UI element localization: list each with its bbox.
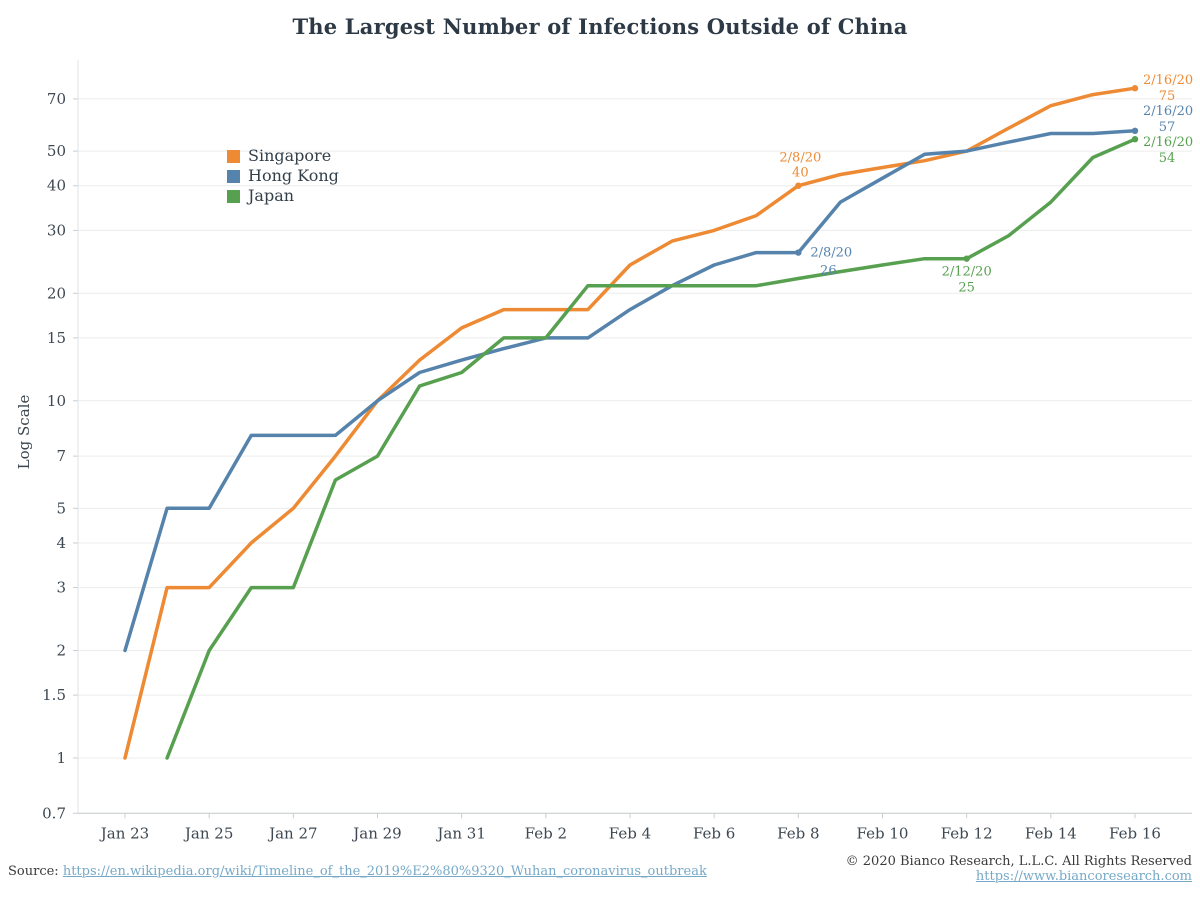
annotation-marker [1131,127,1139,135]
y-tick-label: 40 [47,177,66,195]
annotation-marker [1131,135,1139,143]
x-tick-label: Jan 23 [99,824,149,842]
chart-title: The Largest Number of Infections Outside… [292,14,908,39]
annotation-label: 2/8/20 [779,151,821,166]
annotation-label: 2/8/20 [810,246,852,261]
y-tick-label: 2 [56,641,66,659]
series-line-japan [165,137,1137,760]
x-tick-label: Feb 16 [1109,824,1161,842]
annotation-marker [963,255,970,262]
legend-label: Singapore [248,146,332,165]
x-tick-label: Jan 25 [183,824,233,842]
x-tick-label: Feb 12 [941,824,993,842]
y-tick-label: 1 [56,749,66,767]
annotation-label: 25 [958,281,975,296]
singapore-swatch-icon [227,149,240,163]
y-tick-label: 10 [47,392,66,410]
series-line-hong-kong [123,129,1137,653]
x-tick-label: Jan 27 [267,824,317,842]
x-tick-label: Feb 6 [693,824,735,842]
source-label: Source: [8,864,59,879]
y-tick-label: 0.7 [42,804,66,822]
legend-item-singapore: Singapore [227,146,339,166]
annotation-label: 2/16/20 [1143,104,1193,119]
annotation-marker [795,182,802,189]
annotation-label: 75 [1159,89,1176,104]
y-tick-label: 15 [47,329,66,347]
japan-swatch-icon [227,189,240,203]
annotation-label: 57 [1159,120,1176,135]
y-tick-label: 20 [47,284,66,302]
annotation-label: 40 [792,166,809,181]
x-tick-label: Jan 31 [435,824,485,842]
y-tick-label: 50 [47,142,66,160]
y-tick-label: 7 [56,447,66,465]
legend: Singapore Hong Kong Japan [227,146,339,206]
annotation-label: 54 [1159,151,1176,166]
source-line: Source: https://en.wikipedia.org/wiki/Ti… [8,864,707,879]
y-tick-label: 30 [47,221,66,239]
legend-item-japan: Japan [227,186,339,206]
y-tick-label: 1.5 [42,686,66,704]
legend-label: Hong Kong [248,166,339,185]
legend-item-hong-kong: Hong Kong [227,166,339,186]
annotation-label: 2/12/20 [942,265,992,280]
annotation-label: 26 [820,264,837,279]
annotation-label: 2/16/20 [1143,135,1193,150]
copyright-block: © 2020 Bianco Research, L.L.C. All Right… [846,854,1192,884]
annotation-marker [795,249,802,256]
x-tick-label: Feb 14 [1025,824,1077,842]
bianco-site-link[interactable]: https://www.biancoresearch.com [975,869,1192,884]
x-tick-label: Jan 29 [351,824,401,842]
annotation-label: 2/16/20 [1143,73,1193,88]
annotation-marker [1131,85,1139,92]
x-tick-label: Feb 10 [857,824,909,842]
y-tick-label: 3 [56,579,66,597]
y-tick-label: 5 [56,499,66,517]
x-tick-label: Feb 2 [525,824,567,842]
hong-kong-swatch-icon [227,169,240,183]
y-tick-label: 4 [56,534,66,552]
copyright-text: © 2020 Bianco Research, L.L.C. All Right… [845,854,1192,869]
legend-label: Japan [248,186,295,205]
x-tick-label: Feb 4 [609,824,651,842]
y-tick-label: 70 [47,90,66,108]
x-tick-label: Feb 8 [777,824,819,842]
source-link[interactable]: https://en.wikipedia.org/wiki/Timeline_o… [62,864,707,879]
